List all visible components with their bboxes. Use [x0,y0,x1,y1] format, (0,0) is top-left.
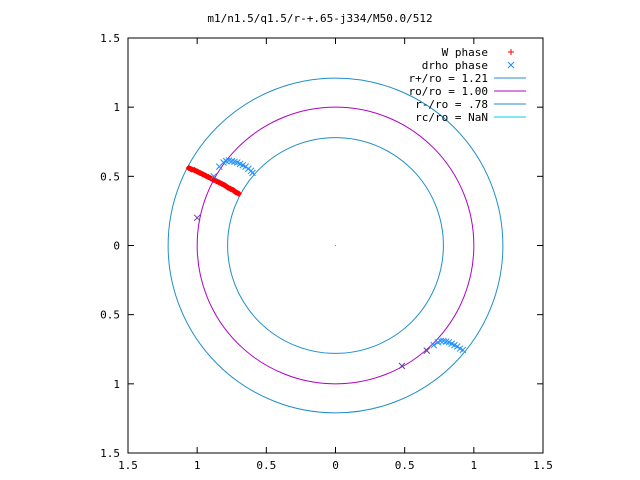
w-phase-point [188,166,195,173]
drho-phase-point [437,337,444,345]
x-tick-label: 0.5 [395,459,415,472]
y-tick-label: 1 [113,101,120,114]
drho-phase-point [459,346,467,354]
w-phase-point [205,174,212,181]
w-phase-point [224,184,231,191]
circle-0 [167,77,504,414]
w-phase-point [232,189,239,196]
y-tick-label: 1.5 [100,447,120,460]
legend-label: r-/ro = .78 [415,98,488,111]
legend-label: W phase [442,46,488,59]
legend-label: ro/ro = 1.00 [409,85,488,98]
drho-phase-point [430,341,438,349]
w-phase-point [185,165,192,172]
w-phase-point [227,185,234,192]
origin-dot [334,244,337,247]
legend-marker-plus [508,49,514,55]
chart-title: m1/n1.5/q1.5/r-+.65-j334/M50.0/512 [207,12,432,25]
drho-phase-point [423,347,431,354]
y-tick-label: 1.5 [100,32,120,45]
y-tick-label: 0.5 [100,309,120,322]
w-phase-point [199,171,206,178]
w-phase-point [219,180,226,187]
legend-label: rc/ro = NaN [415,111,488,124]
w-phase-point [191,167,198,174]
y-tick-label: 1 [113,378,120,391]
w-phase-point [202,172,209,179]
w-phase-point [235,190,242,197]
x-tick-label: 1 [471,459,478,472]
legend-marker-cross [507,61,515,69]
legend-label: r+/ro = 1.21 [409,72,488,85]
x-tick-label: 0.5 [256,459,276,472]
plot-curves [167,77,504,414]
y-tick-label: 0.5 [100,170,120,183]
w-phase-point [216,179,223,186]
drho-phase-point [249,169,256,177]
w-phase-point [210,176,217,183]
drho-phase-point [193,214,201,222]
plot-points [185,157,467,370]
circle-1 [196,106,475,385]
w-phase-point [196,169,203,176]
x-tick-label: 1.5 [118,459,138,472]
x-tick-label: 0 [332,459,339,472]
drho-phase-point [398,362,406,370]
y-tick-label: 0 [113,240,120,253]
w-phase-point [194,168,201,175]
legend-label: drho phase [422,59,488,72]
plot-axes: 1.5 1 0.5 0 0.5 1 1.51.510.500.511.5 [100,32,553,472]
drho-phase-point [210,172,218,180]
x-tick-label: 1.5 [533,459,553,472]
x-tick-label: 1 [194,459,201,472]
circle-2 [227,137,444,354]
